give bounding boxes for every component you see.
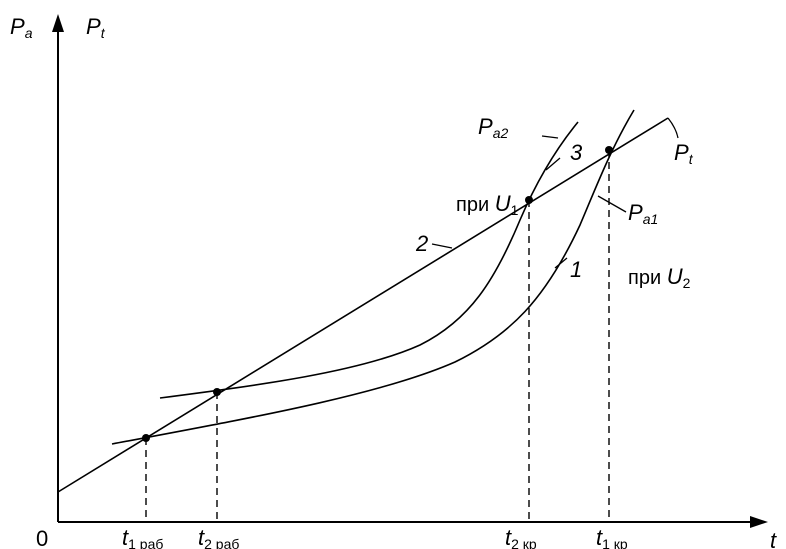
condition-u2-label: при U2 [628,264,691,291]
tick-t1-kr: t1 кр [596,525,628,549]
x-axis-label: t [770,528,777,549]
num-1-label: 1 [570,257,582,282]
condition-u1-label: при U1 [456,191,519,218]
tick-t1-rab: t1 раб [122,525,163,549]
curve-pa1 [111,109,635,445]
y-axis-label-pt: Pt [86,14,106,41]
tick-t2-kr: t2 кр [505,525,537,549]
num-3-leader [545,157,561,171]
origin-label: 0 [36,526,48,549]
num-1-leader [554,257,568,269]
pt-label: Pt [674,140,694,167]
num-3-label: 3 [570,140,583,165]
curve-pa2 [159,121,579,399]
pa1-label-leader [597,195,627,213]
pt-label-leader [667,117,679,139]
tick-t2-rab: t2 раб [198,525,239,549]
pa1-label: Pa1 [628,200,658,227]
num-2-leader [431,243,453,249]
x-axis-arrow [750,516,768,528]
pt-line [57,117,669,493]
num-2-label: 2 [415,231,428,256]
pa2-label-leader [541,135,559,139]
y-axis-label-pa: Pa [10,14,33,41]
pa2-label: Pa2 [478,114,508,141]
y-axis-arrow [52,14,64,32]
